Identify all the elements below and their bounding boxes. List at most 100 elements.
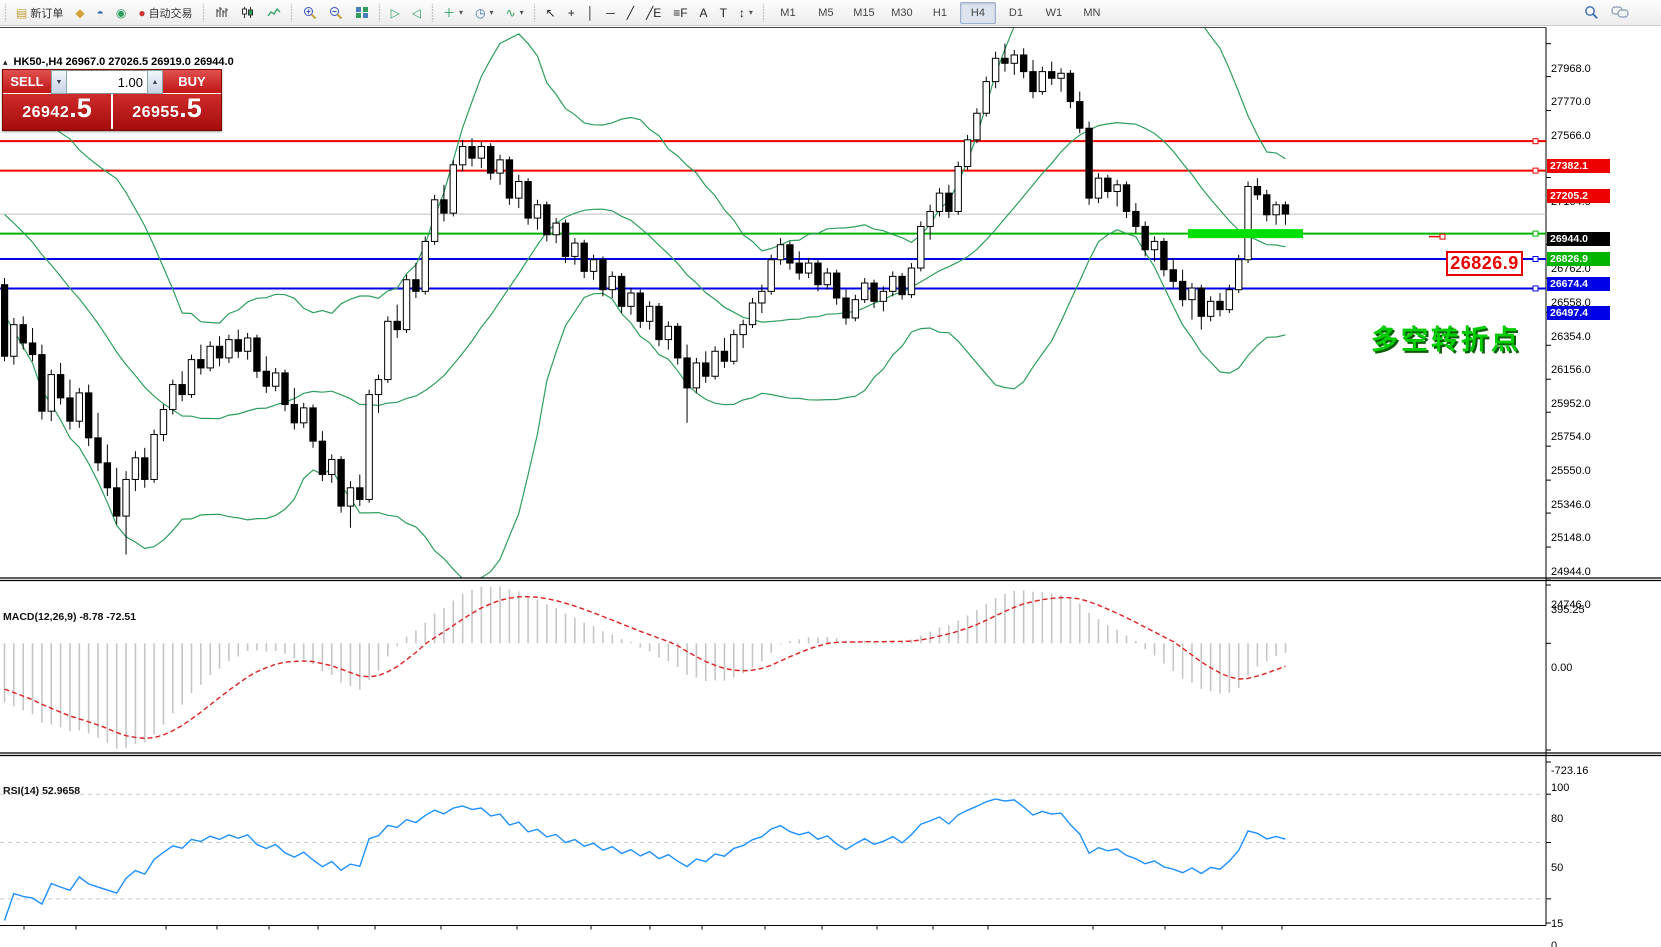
auto-scroll-button[interactable]: ▷: [386, 1, 405, 24]
toolbar-grip[interactable]: [531, 3, 538, 22]
volume-input[interactable]: 1.00: [67, 70, 147, 94]
dropdown-arrow-icon[interactable]: ▾: [748, 8, 753, 17]
vline-tool-button[interactable]: │: [582, 1, 600, 24]
tf-w1-button[interactable]: W1: [1036, 2, 1072, 24]
dropdown-arrow-icon[interactable]: ▾: [489, 8, 494, 17]
zoom-in-icon: [303, 6, 317, 20]
signals-icon-button[interactable]: ◉: [111, 1, 131, 24]
tf-d1-button-label: D1: [1008, 6, 1023, 19]
price-axis-label: 24746.0: [1551, 599, 1591, 611]
chat-icon: [1611, 5, 1629, 20]
callout-anchor-marker[interactable]: [1439, 233, 1446, 240]
line-chart-icon-button[interactable]: [262, 1, 286, 24]
search-icon: [1584, 5, 1599, 20]
price-axis-label: 27770.0: [1551, 95, 1591, 108]
toolbar-grip[interactable]: [200, 3, 207, 22]
sell-price-fraction: .5: [69, 93, 92, 123]
trendline-tool-button[interactable]: ╱: [622, 1, 639, 24]
toolbar-grip[interactable]: [288, 3, 295, 22]
tf-h4-button-label: H4: [970, 6, 985, 19]
chart-window: ▴ HK50-,H4 26967.0 27026.5 26919.0 26944…: [0, 25, 1661, 947]
label-tool-button[interactable]: T: [715, 1, 732, 24]
tf-m1-button[interactable]: M1: [770, 2, 806, 24]
fibonacci-tool-button[interactable]: ≡F: [668, 1, 692, 24]
price-axis-label: 26156.0: [1551, 364, 1591, 377]
tf-m5-button-label: M5: [818, 6, 834, 19]
tile-windows-button[interactable]: [350, 1, 374, 24]
arrows-tool-button[interactable]: ↕ ▾: [734, 1, 758, 24]
price-flag-26674.4: 26674.4: [1547, 276, 1610, 291]
annotation-text[interactable]: 多空转折点: [1371, 325, 1521, 355]
tf-d1-button[interactable]: D1: [998, 2, 1034, 24]
volume-decrease-button[interactable]: ▼: [51, 70, 67, 94]
candlestick-icon: [241, 6, 255, 19]
crosshair-tool-button[interactable]: +: [563, 1, 580, 24]
text-tool-button[interactable]: A: [695, 1, 713, 24]
buy-price[interactable]: 26955 .5: [113, 94, 221, 129]
price-axis-label: 27566.0: [1551, 129, 1591, 142]
line-anchor-marker[interactable]: [1532, 255, 1539, 262]
price-axis-label: 25754.0: [1551, 431, 1591, 444]
line-anchor-marker[interactable]: [1532, 167, 1539, 174]
new-chart-button[interactable]: ＋ ▾: [438, 1, 468, 24]
chart-canvas[interactable]: [0, 25, 1661, 947]
hline-tool-button[interactable]: ─: [601, 1, 620, 24]
rsi-axis-label: 80: [1551, 813, 1564, 826]
autotrading-button[interactable]: ● 自动交易: [133, 1, 197, 24]
chart-shift-button[interactable]: ◁: [407, 1, 426, 24]
bollinger-lower-band: [3, 229, 1286, 578]
periods-clock-button[interactable]: ◷ ▾: [470, 1, 499, 24]
tf-mn-button-label: MN: [1083, 6, 1101, 19]
zoom-in-button[interactable]: [298, 1, 322, 24]
line-chart-icon: [267, 6, 281, 19]
tf-m30-button[interactable]: M30: [884, 2, 920, 24]
chart-title-bar: ▴ HK50-,H4 26967.0 27026.5 26919.0 26944…: [3, 56, 234, 68]
toolbar-grip[interactable]: [429, 3, 436, 22]
toolbar-grip[interactable]: [760, 3, 767, 22]
cursor-tool-button[interactable]: ↖: [541, 1, 561, 24]
chart-shift-glyph: ◁: [411, 5, 422, 20]
current-price-flag: 26944.0: [1547, 232, 1610, 247]
sell-button[interactable]: SELL: [3, 70, 51, 94]
tf-h4-button[interactable]: H4: [959, 1, 996, 24]
tf-m15-button[interactable]: M15: [846, 2, 882, 24]
toolbar-chat-button[interactable]: [1606, 1, 1634, 24]
toolbar-search-button[interactable]: [1579, 1, 1604, 24]
channel-tool-button[interactable]: ╱E: [641, 1, 666, 24]
dropdown-arrow-icon[interactable]: ▾: [459, 8, 464, 17]
line-anchor-marker[interactable]: [1532, 230, 1539, 237]
sell-price-int: 26942: [22, 104, 70, 121]
price-flag-27382.1: 27382.1: [1547, 159, 1610, 174]
price-axis-label: 27968.0: [1551, 62, 1591, 75]
buy-button[interactable]: BUY: [163, 70, 221, 94]
line-anchor-marker[interactable]: [1532, 138, 1539, 145]
tf-mn-button[interactable]: MN: [1074, 2, 1110, 24]
rsi-line: [3, 798, 1286, 921]
community-icon-button[interactable]: ◓: [92, 1, 109, 24]
market-watch-icon-button[interactable]: ◆: [70, 1, 89, 24]
price-callout-label[interactable]: 26826.9: [1446, 251, 1523, 276]
cursor-tool-glyph: ↖: [545, 5, 556, 20]
price-axis-label: 25952.0: [1551, 398, 1591, 411]
price-axis-label: 25148.0: [1551, 532, 1591, 545]
tf-h1-button[interactable]: H1: [922, 2, 958, 24]
toolbar-grip[interactable]: [376, 3, 383, 22]
tf-m5-button[interactable]: M5: [808, 2, 844, 24]
zoom-out-button[interactable]: [324, 1, 348, 24]
buy-price-int: 26955: [132, 104, 180, 121]
dropdown-arrow-icon[interactable]: ▾: [519, 8, 524, 17]
toolbar-grip[interactable]: [2, 3, 8, 22]
signals-icon-glyph: ◉: [115, 5, 127, 20]
macd-axis-label: 0.00: [1551, 662, 1573, 675]
one-click-collapse-toggle[interactable]: ▴: [3, 56, 8, 67]
candlestick-chart-icon-button[interactable]: [236, 1, 260, 24]
new-order-button[interactable]: ▤ 新订单: [11, 1, 68, 24]
autotrading-button-label: 自动交易: [148, 7, 193, 20]
indicators-button[interactable]: ∿ ▾: [501, 1, 529, 24]
sell-price[interactable]: 26942 .5: [3, 94, 113, 129]
market-watch-icon-glyph: ◆: [75, 5, 85, 20]
macd-axis-label: -723.16: [1551, 765, 1589, 777]
line-anchor-marker[interactable]: [1532, 285, 1539, 292]
bar-chart-icon-button[interactable]: [210, 1, 234, 24]
volume-increase-button[interactable]: ▲: [147, 70, 163, 94]
